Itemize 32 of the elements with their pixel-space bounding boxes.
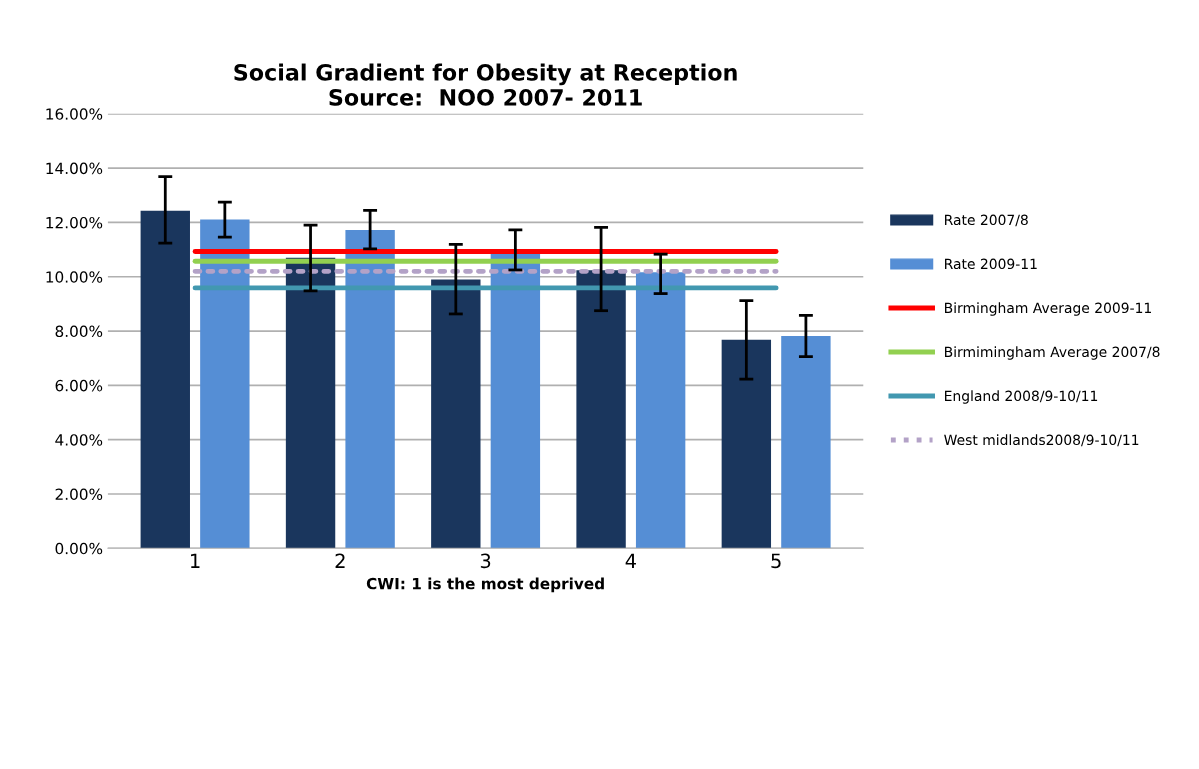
legend-label: Rate 2009-11 — [945, 258, 1037, 270]
bar — [285, 257, 336, 549]
x-tick-label: 3 — [480, 553, 491, 569]
chart-title: Social Gradient for Obesity at Reception Source: NOO 2007- 2011 — [234, 63, 737, 106]
y-tick-label: 8.00% — [55, 325, 103, 338]
bar — [345, 230, 395, 549]
bar — [431, 279, 481, 549]
bar — [635, 272, 686, 549]
bar — [721, 339, 772, 549]
legend-label: Rate 2007/8 — [945, 214, 1028, 227]
x-tick-label: 1 — [191, 553, 200, 568]
y-tick-label: 14.00% — [46, 162, 103, 175]
y-tick-label: 0.00% — [55, 542, 103, 555]
bar — [490, 253, 541, 549]
legend-label: West midlands2008/9-10/11 — [944, 434, 1139, 447]
bar — [781, 335, 831, 549]
y-tick-label: 4.00% — [55, 434, 103, 446]
legend-label: England 2008/9-10/11 — [945, 390, 1098, 404]
y-tick-label: 10.00% — [46, 271, 103, 283]
y-tick-label: 6.00% — [55, 379, 103, 392]
bar — [140, 210, 190, 549]
x-tick-label: 4 — [625, 553, 636, 568]
bar — [576, 270, 626, 549]
y-tick-label: 12.00% — [46, 216, 103, 229]
bar — [200, 219, 250, 549]
x-tick-label: 5 — [771, 553, 781, 569]
y-tick-label: 16.00% — [46, 108, 103, 120]
legend-label: Birmimingham Average 2007/8 — [945, 346, 1160, 360]
x-axis-title: CWI: 1 is the most deprived — [366, 577, 604, 593]
x-tick-label: 2 — [335, 553, 345, 568]
legend-label: Birmingham Average 2009-11 — [945, 302, 1151, 316]
y-tick-label: 2.00% — [55, 488, 103, 501]
